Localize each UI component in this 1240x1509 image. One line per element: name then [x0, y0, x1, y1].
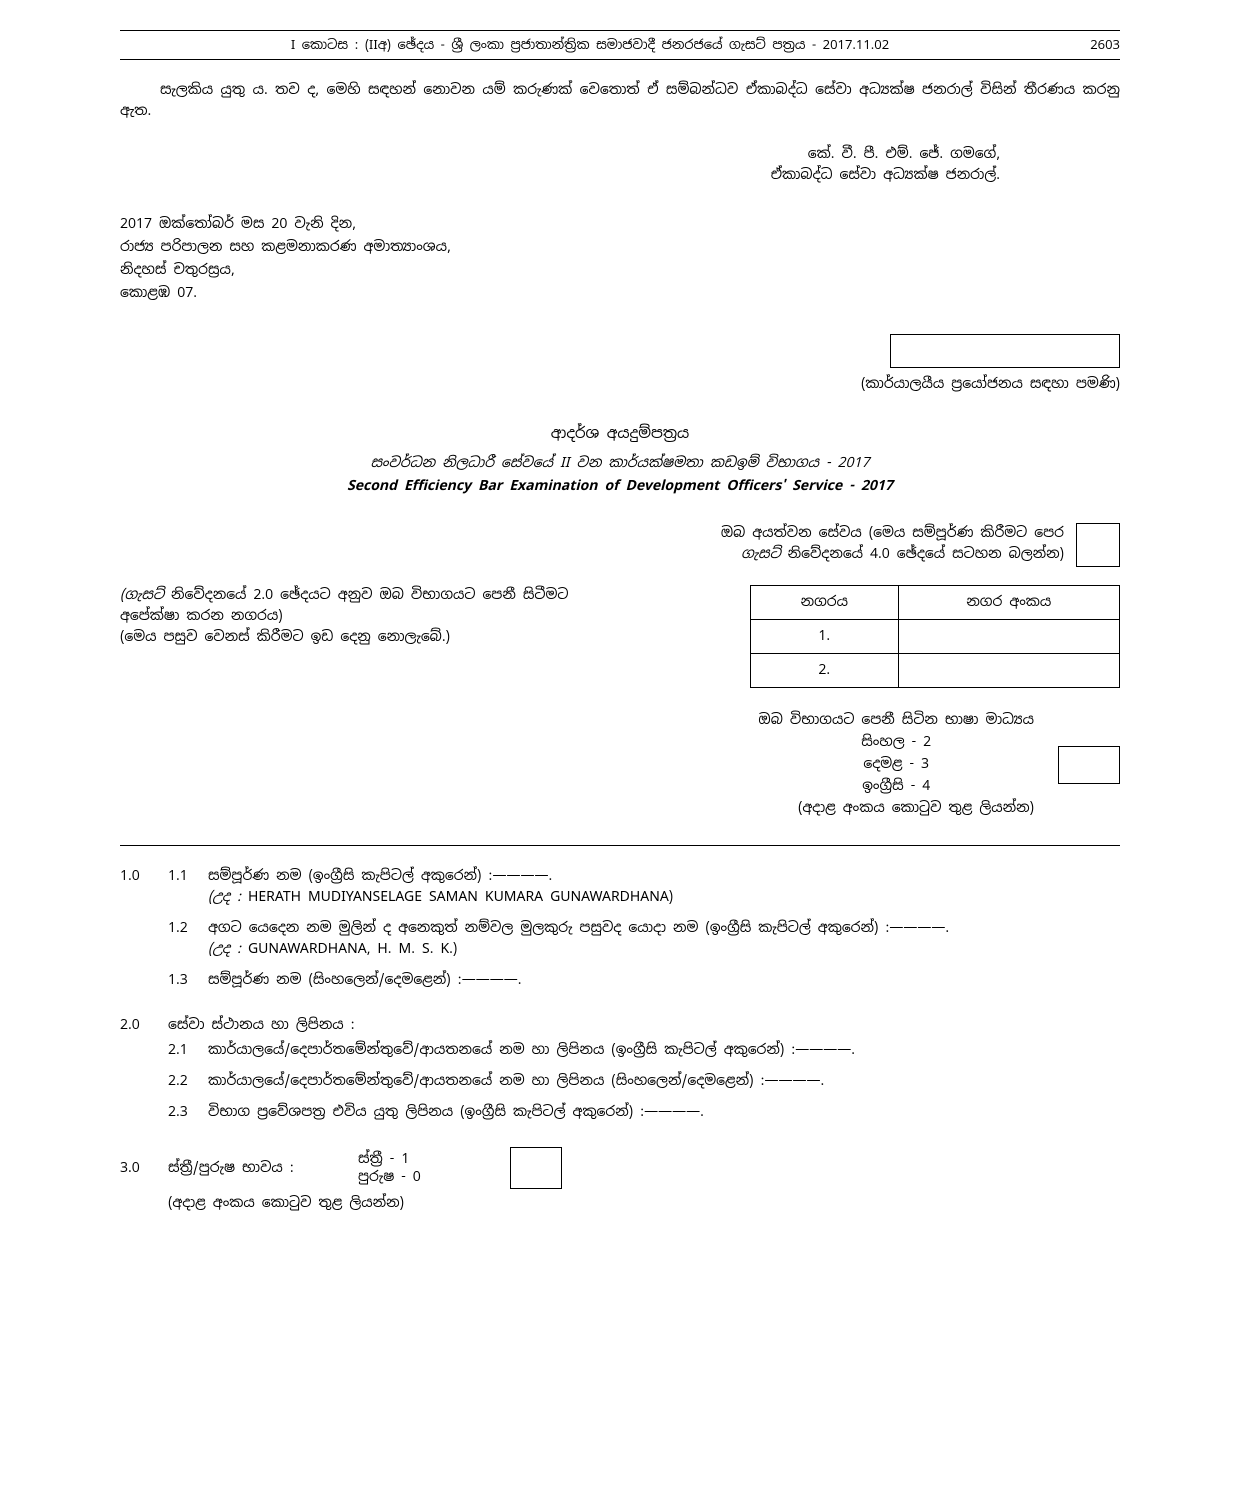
sub-2-2-text: කාර්යාලයේ/දෙපාර්තමේන්තුවේ/ආයතනයේ නම හා ල…: [208, 1071, 1120, 1092]
service-note-line-2: ගැසට් නිවේදනයේ 4.0 ඡේදයේ සටහන බලන්න): [721, 544, 1064, 565]
service-note-text: ඔබ අයත්වන සේවය (මෙය සම්පූර්ණ කිරීමට පෙර …: [721, 523, 1064, 565]
sub-2-1-text: කාර්යාලයේ/දෙපාර්තමේන්තුවේ/ආයතනයේ නම හා ල…: [208, 1040, 1120, 1061]
sub-2-3-number: 2.3: [168, 1102, 208, 1123]
section-2: 2.0 සේවා ස්ථානය හා ලිපිනය : 2.1 කාර්යාලය…: [120, 1015, 1120, 1133]
language-note: (අදාළ අංකය කොටුව තුළ ලියන්න): [758, 798, 1034, 819]
language-option-sinhala: සිංහල - 2: [758, 732, 1034, 753]
sub-1-2-number: 1.2: [168, 918, 208, 960]
sub-2-2-number: 2.2: [168, 1071, 208, 1092]
intro-paragraph: සැලකිය යුතු ය. තව ද, මෙහි සඳහන් නොවන යම්…: [120, 80, 1120, 122]
gender-option-male: පුරුෂ - 0: [358, 1168, 498, 1186]
gazette-word: ගැසට්: [741, 545, 781, 563]
language-option-tamil: දෙමළ - 3: [758, 754, 1034, 775]
city-selection-row: (ගැසට් නිවේදනයේ 2.0 ඡේදයට අනුව ඔබ විභාගය…: [120, 585, 1120, 688]
gender-label: ස්ත්‍රී/පුරුෂ භාවය :: [168, 1158, 358, 1179]
city-note: (ගැසට් නිවේදනයේ 2.0 ඡේදයට අනුව ඔබ විභාගය…: [120, 585, 726, 688]
table-row: 2.: [751, 654, 1120, 688]
section-3-number: 3.0: [120, 1158, 168, 1179]
section-1: 1.0 1.1 සම්පූර්ණ නම (ඉංග්‍රීසි කැපිටල් අ…: [120, 866, 1120, 1001]
form-title: ආදර්ශ අයදුම්පත්‍රය: [120, 423, 1120, 446]
city-note-line-2: අපේක්ෂා කරන නගරය): [120, 606, 726, 627]
city-col-code: නගර අංකය: [898, 586, 1119, 620]
subsection-1-1: 1.1 සම්පූර්ණ නම (ඉංග්‍රීසි කැපිටල් අකුරෙ…: [168, 866, 1120, 908]
date-line-4: කොළඹ 07.: [120, 283, 1120, 304]
city-row-1-code[interactable]: [898, 620, 1119, 654]
subsection-1-2: 1.2 අගට යෙදෙන නම මුලින් ද අනෙකුත් නම්වල …: [168, 918, 1120, 960]
section-2-number: 2.0: [120, 1015, 168, 1133]
sub-2-1-number: 2.1: [168, 1040, 208, 1061]
language-heading: ඔබ විභාගයට පෙනී සිටින භාෂා මාධ්‍යය: [758, 710, 1034, 731]
city-row-2-num: 2.: [751, 654, 899, 688]
subsection-1-3: 1.3 සම්පූර්ණ නම (සිංහලෙන්/දෙමළෙන්) :————…: [168, 970, 1120, 991]
date-block: 2017 ඔක්තෝබර් මස 20 වැනි දින, රාජ්‍ය පරි…: [120, 214, 1120, 304]
gender-code-box[interactable]: [510, 1147, 562, 1189]
service-code-box[interactable]: [1076, 523, 1120, 567]
city-row-2-code[interactable]: [898, 654, 1119, 688]
sub-1-1-number: 1.1: [168, 866, 208, 908]
city-note-line-3: (මෙය පසුව වෙනස් කිරීමට ඉඩ දෙනු නොලැබේ.): [120, 627, 726, 648]
city-table: නගරය නගර අංකය 1. 2.: [750, 585, 1120, 688]
gender-option-female: ස්ත්‍රී - 1: [358, 1150, 498, 1168]
signatory-name: කේ. වී. පී. එම්. ජේ. ගමගේ,: [120, 144, 1000, 165]
form-subtitle-si: සංවර්ධන නිලධාරී සේවයේ II වන කාර්යක්ෂමතා …: [120, 453, 1120, 474]
date-line-2: රාජ්‍ය පරිපාලන සහ කළමනාකරණ අමාත්‍යාංශය,: [120, 237, 1120, 258]
gender-options: ස්ත්‍රී - 1 පුරුෂ - 0: [358, 1150, 498, 1186]
city-note-line-1: (ගැසට් නිවේදනයේ 2.0 ඡේදයට අනුව ඔබ විභාගය…: [120, 585, 726, 606]
service-note-row: ඔබ අයත්වන සේවය (මෙය සම්පූර්ණ කිරීමට පෙර …: [120, 523, 1120, 567]
date-line-3: නිදහස් චතුරස්‍රය,: [120, 260, 1120, 281]
city-col-name: නගරය: [751, 586, 899, 620]
city-row-1-num: 1.: [751, 620, 899, 654]
subsection-2-3: 2.3 විභාග ප්‍රවේශපත්‍ර එවිය යුතු ලිපිනය …: [168, 1102, 1120, 1123]
date-line-1: 2017 ඔක්තෝබර් මස 20 වැනි දින,: [120, 214, 1120, 235]
language-code-box[interactable]: [1058, 746, 1120, 784]
language-text: ඔබ විභාගයට පෙනී සිටින භාෂා මාධ්‍යය සිංහල…: [758, 710, 1034, 819]
sub-1-2-text: අගට යෙදෙන නම මුලින් ද අනෙකුත් නම්වල මුලක…: [208, 918, 1120, 960]
divider: [120, 845, 1120, 846]
section-2-heading: සේවා ස්ථානය හා ලිපිනය :: [168, 1015, 1120, 1036]
header-title: I කොටස : (IIඅ) ඡේදය - ශ්‍රී ලංකා ප්‍රජාත…: [120, 35, 1060, 55]
office-use-label: (කාර්යාලයීය ප්‍රයෝජනය සඳහා පමණි): [120, 374, 1120, 395]
sub-1-3-number: 1.3: [168, 970, 208, 991]
signature-block: කේ. වී. පී. එම්. ජේ. ගමගේ, ඒකාබද්ධ සේවා …: [120, 144, 1120, 186]
sub-1-3-text: සම්පූර්ණ නම (සිංහලෙන්/දෙමළෙන්) :————.: [208, 970, 1120, 991]
form-title-block: ආදර්ශ අයදුම්පත්‍රය සංවර්ධන නිලධාරී සේවයේ…: [120, 423, 1120, 498]
section-1-number: 1.0: [120, 866, 168, 1001]
sub-1-1-text: සම්පූර්ණ නම (ඉංග්‍රීසි කැපිටල් අකුරෙන්) …: [208, 866, 1120, 908]
office-use-box: [890, 334, 1120, 368]
office-use-block: [890, 334, 1120, 374]
section-3: 3.0 ස්ත්‍රී/පුරුෂ භාවය : ස්ත්‍රී - 1 පුර…: [120, 1147, 1120, 1214]
subsection-2-1: 2.1 කාර්යාලයේ/දෙපාර්තමේන්තුවේ/ආයතනයේ නම …: [168, 1040, 1120, 1061]
gazette-header: I කොටස : (IIඅ) ඡේදය - ශ්‍රී ලංකා ප්‍රජාත…: [120, 30, 1120, 60]
subsection-2-2: 2.2 කාර්යාලයේ/දෙපාර්තමේන්තුවේ/ආයතනයේ නම …: [168, 1071, 1120, 1092]
form-subtitle-en: Second Efficiency Bar Examination of Dev…: [120, 476, 1120, 497]
sub-2-3-text: විභාග ප්‍රවේශපත්‍ර එවිය යුතු ලිපිනය (ඉංග…: [208, 1102, 1120, 1123]
language-option-english: ඉංග්‍රීසි - 4: [758, 776, 1034, 797]
signatory-title: ඒකාබද්ධ සේවා අධ්‍යක්ෂ ජනරාල්.: [120, 165, 1000, 186]
language-block: ඔබ විභාගයට පෙනී සිටින භාෂා මාධ්‍යය සිංහල…: [120, 710, 1120, 819]
page-number: 2603: [1060, 35, 1120, 55]
gender-note: (අදාළ අංකය කොටුව තුළ ලියන්න): [168, 1193, 1120, 1214]
table-row: 1.: [751, 620, 1120, 654]
service-note-line-1: ඔබ අයත්වන සේවය (මෙය සම්පූර්ණ කිරීමට පෙර: [721, 523, 1064, 544]
